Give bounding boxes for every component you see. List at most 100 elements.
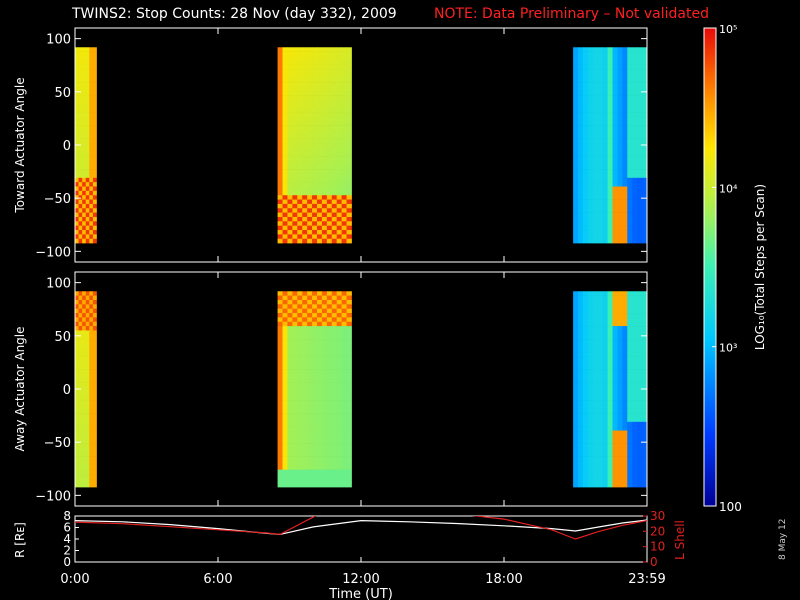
heatmap-cell: [597, 382, 604, 388]
heatmap-cell: [82, 238, 87, 244]
heatmap-cell: [307, 382, 313, 388]
heatmap-cell: [277, 64, 283, 70]
heatmap-cell: [622, 225, 628, 231]
heatmap-cell: [82, 199, 87, 205]
heatmap-cell: [573, 82, 579, 87]
heatmap-cell: [316, 103, 323, 109]
heatmap-cell: [312, 212, 318, 218]
heatmap-cell: [321, 434, 328, 440]
heatmap-cell: [336, 82, 343, 87]
heatmap-cell: [597, 221, 604, 226]
heatmap-cell: [632, 421, 638, 427]
heatmap-cell: [316, 439, 323, 444]
heatmap-cell: [75, 99, 79, 105]
heatmap-cell: [282, 95, 288, 100]
heatmap-cell: [75, 230, 79, 235]
heatmap-cell: [282, 382, 288, 388]
heatmap-cell: [637, 234, 643, 240]
heatmap-cell: [607, 164, 613, 170]
heatmap-cell: [607, 387, 613, 392]
heatmap-cell: [637, 221, 643, 226]
heatmap-cell: [287, 77, 293, 83]
heatmap-cell: [277, 143, 283, 148]
heatmap-cell: [326, 73, 333, 79]
heatmap-cell: [277, 73, 283, 79]
heatmap-cell: [597, 426, 604, 431]
heatmap-cell: [578, 208, 584, 213]
heatmap-cell: [277, 173, 283, 179]
heatmap-cell: [297, 469, 303, 475]
heatmap-cell: [346, 474, 352, 479]
heatmap-cell: [632, 82, 638, 87]
heatmap-cell: [336, 408, 343, 414]
heatmap-cell: [292, 95, 298, 100]
heatmap-cell: [78, 112, 83, 118]
heatmap-cell: [336, 474, 343, 479]
heatmap-cell: [297, 434, 303, 440]
heatmap-cell: [632, 404, 638, 410]
heatmap-cell: [607, 103, 613, 109]
heatmap-cell: [573, 177, 579, 183]
heatmap-cell: [607, 452, 613, 457]
heatmap-cell: [573, 99, 579, 105]
heatmap-cell: [292, 317, 298, 323]
heatmap-cell: [602, 387, 608, 392]
heatmap-cell: [312, 186, 318, 192]
heatmap-cell: [592, 343, 599, 349]
heatmap-cell: [346, 434, 352, 440]
heatmap-cell: [642, 404, 648, 410]
heatmap-cell: [578, 103, 584, 109]
heatmap-cell: [336, 482, 343, 488]
heatmap-cell: [75, 116, 79, 122]
heatmap-cell: [336, 108, 343, 113]
heatmap-cell: [587, 208, 594, 213]
heatmap-cell: [573, 230, 579, 235]
heatmap-block: [573, 291, 648, 488]
heatmap-cell: [89, 225, 94, 231]
heatmap-cell: [302, 60, 308, 65]
heatmap-cell: [92, 299, 97, 305]
heatmap-cell: [78, 225, 83, 231]
heatmap-cell: [277, 304, 283, 309]
heatmap-cell: [607, 308, 613, 314]
heatmap-cell: [282, 465, 288, 470]
heatmap-cell: [597, 190, 604, 196]
heatmap-cell: [587, 400, 594, 405]
heatmap-cell: [632, 73, 638, 79]
heatmap-cell: [282, 69, 288, 74]
heatmap-cell: [85, 391, 90, 397]
heatmap-cell: [587, 82, 594, 87]
heatmap-cell: [321, 330, 328, 336]
heatmap-cell: [92, 108, 97, 113]
heatmap-cell: [346, 125, 352, 131]
heatmap-cell: [89, 452, 94, 457]
heatmap-cell: [297, 373, 303, 379]
heatmap-cell: [82, 129, 87, 135]
heatmap-cell: [617, 129, 623, 135]
heatmap-cell: [582, 400, 589, 405]
heatmap-cell: [321, 86, 328, 92]
heatmap-cell: [587, 443, 594, 449]
heatmap-cell: [622, 465, 628, 470]
heatmap-cell: [287, 190, 293, 196]
heatmap-cell: [607, 225, 613, 231]
heatmap-cell: [627, 343, 633, 349]
heatmap-cell: [582, 356, 589, 362]
heatmap-cell: [592, 443, 599, 449]
heatmap-cell: [336, 308, 343, 314]
heatmap-cell: [292, 330, 298, 336]
heatmap-cell: [587, 439, 594, 444]
heatmap-cell: [307, 417, 313, 423]
heatmap-cell: [341, 395, 347, 401]
heatmap-cell: [85, 439, 90, 444]
heatmap-cell: [637, 164, 643, 170]
heatmap-cell: [297, 369, 303, 375]
heatmap-cell: [85, 400, 90, 405]
heatmap-cell: [89, 469, 94, 475]
heatmap-cell: [637, 334, 643, 340]
heatmap-cell: [282, 86, 288, 92]
heatmap-cell: [642, 203, 648, 209]
heatmap-cell: [321, 378, 328, 383]
heatmap-cell: [307, 373, 313, 379]
heatmap-cell: [612, 64, 618, 70]
